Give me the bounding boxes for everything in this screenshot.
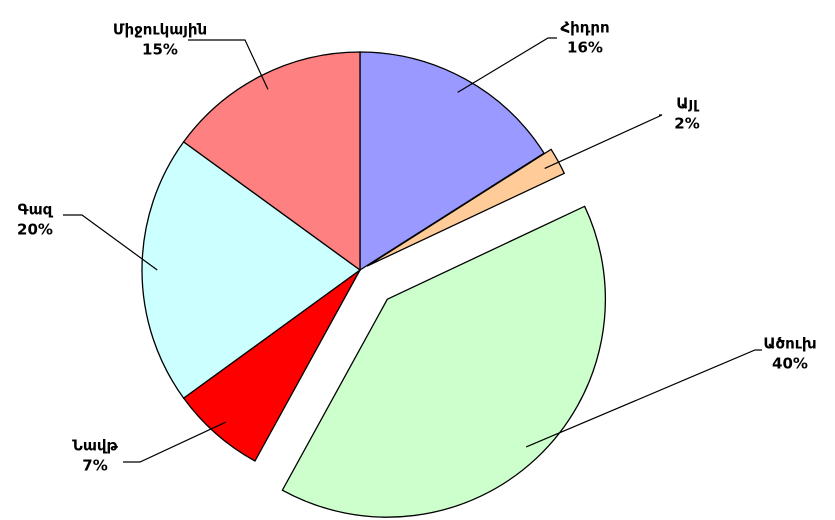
slice-label: Հիդրո <box>560 19 609 37</box>
value-label: 7% <box>82 457 107 475</box>
slice-label: Գազ <box>18 201 54 219</box>
value-label: 16% <box>567 39 603 57</box>
value-label: 20% <box>17 221 53 239</box>
slice-label: Ածուխ <box>763 335 816 353</box>
pie-slice <box>359 51 545 272</box>
leader-line <box>63 214 158 271</box>
leader-line <box>123 421 227 463</box>
slice-label: Միջուկային <box>113 21 207 39</box>
leader-line <box>188 39 269 90</box>
slice-label: Նավթ <box>72 437 118 455</box>
value-label: 15% <box>142 41 178 59</box>
leader-line <box>544 114 663 170</box>
leader-line <box>457 37 557 93</box>
pie-slice <box>141 140 362 400</box>
value-label: 2% <box>674 115 699 133</box>
pie-slice <box>281 205 607 518</box>
pie-slice <box>366 148 566 267</box>
slice-label: Այլ <box>676 95 700 113</box>
leader-line <box>525 349 762 448</box>
value-label: 40% <box>772 355 808 373</box>
